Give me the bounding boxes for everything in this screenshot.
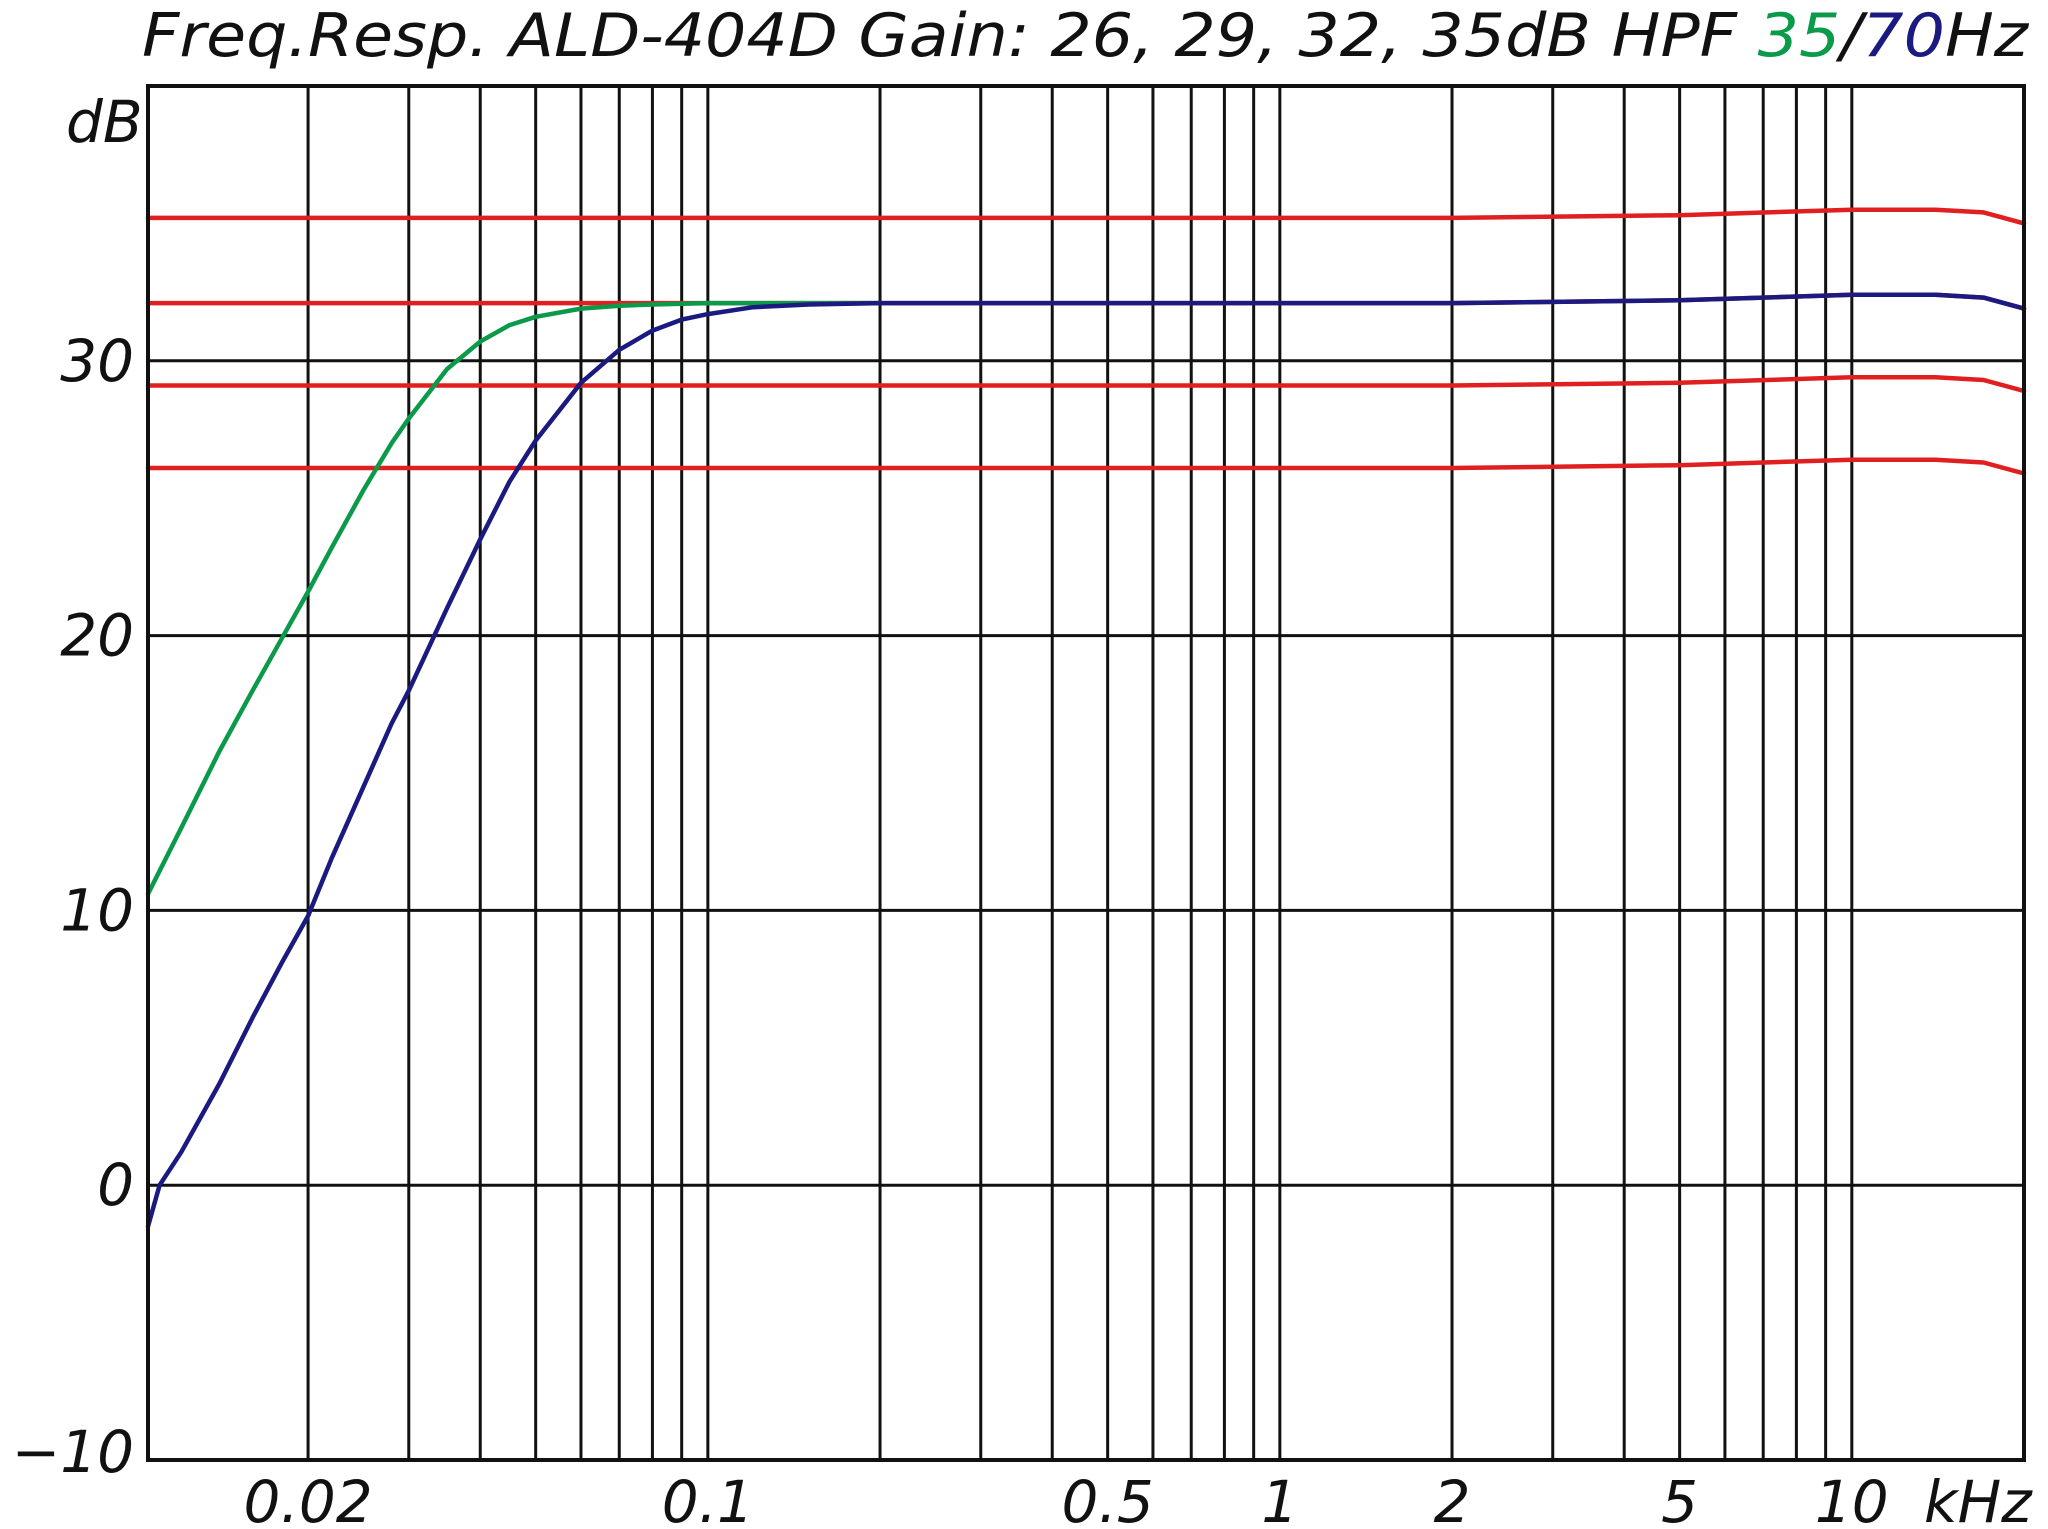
x-tick-label: 0.5 [1062, 1468, 1154, 1529]
y-tick-labels: −10 0 10 20 30 [12, 327, 134, 1486]
x-tick-label: 10 [1815, 1468, 1889, 1529]
x-tick-label: 2 [1434, 1468, 1471, 1529]
y-tick-label: −10 [12, 1418, 134, 1486]
x-tick-labels: 0.02 0.1 0.5 1 2 5 10 [243, 1468, 1888, 1529]
title-part-3: 70 [1862, 1, 1945, 71]
x-axis-unit: kHz [1924, 1468, 2033, 1529]
series-curve-0 [145, 207, 2027, 226]
y-axis-label: dB [66, 88, 143, 156]
y-tick-label: 0 [97, 1151, 134, 1219]
series-curve-3 [145, 457, 2027, 476]
title-part-4: Hz [1945, 1, 2030, 71]
series-curve-2 [145, 375, 2027, 394]
x-tick-label: 0.1 [662, 1468, 754, 1529]
x-tick-label: 0.02 [243, 1468, 372, 1529]
x-tick-label: 1 [1261, 1468, 1298, 1529]
series-curves [145, 207, 2027, 1229]
x-tick-label: 5 [1661, 1468, 1698, 1529]
chart-title: Freq.Resp. ALD-404D Gain: 26, 29, 32, 35… [142, 1, 2030, 71]
y-tick-label: 10 [60, 876, 134, 944]
plot-frame [146, 84, 2026, 1462]
series-curve-4 [145, 300, 883, 897]
grid-lines [148, 86, 2024, 1460]
title-part-1: 35 [1758, 1, 1841, 71]
y-tick-label: 30 [60, 327, 134, 395]
title-part-0: Freq.Resp. ALD-404D Gain: 26, 29, 32, 35… [142, 1, 1758, 71]
series-curve-5 [145, 292, 2027, 1229]
y-tick-label: 20 [60, 602, 134, 670]
